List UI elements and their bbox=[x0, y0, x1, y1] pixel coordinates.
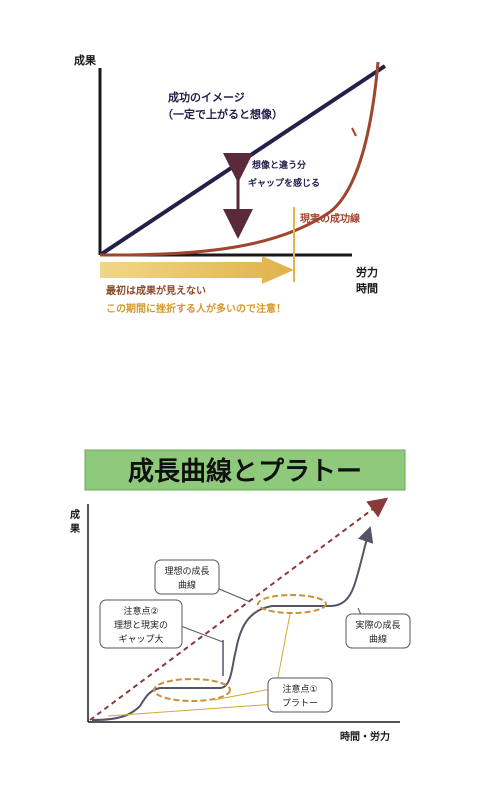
diagram-2: 成長曲線とプラトー 成 果 時間・労力 理想の成長 曲線 注意点② 理想と現実の… bbox=[69, 449, 411, 743]
d2-actual-curve bbox=[91, 526, 374, 721]
d2-caution1-pointer-b bbox=[275, 613, 291, 689]
d2-caution1-1: 注意点① bbox=[282, 683, 317, 695]
d2-ideal-callout-1: 理想の成長 bbox=[164, 565, 209, 577]
d1-x-axis-label-1: 労力 bbox=[356, 265, 378, 279]
d2-title: 成長曲線とプラトー bbox=[128, 456, 362, 487]
d2-actual-callout-2: 曲線 bbox=[369, 633, 387, 645]
d2-plateau-ellipse-2 bbox=[257, 594, 327, 614]
d2-ideal-callout-box bbox=[154, 559, 220, 595]
d2-caution1-pointer-a bbox=[213, 687, 277, 701]
d2-caution2-1: 注意点② bbox=[123, 605, 158, 617]
d2-caution1-pointer-c bbox=[107, 703, 277, 717]
d2-plateau-ellipse-1 bbox=[153, 678, 231, 702]
d1-x-axis-label-2: 時間 bbox=[356, 281, 378, 295]
d2-x-axis-label: 時間・労力 bbox=[340, 730, 390, 743]
d2-title-banner bbox=[84, 449, 406, 491]
d1-y-axis-label: 成果 bbox=[74, 53, 96, 67]
diagram-1: 成果 労力 時間 成功のイメージ （一定で上がると想像） 想像と違う分 ギャップ… bbox=[74, 53, 387, 315]
d1-note-1: 最初は成果が見えない bbox=[106, 284, 206, 297]
d2-caution1-2: プラトー bbox=[282, 698, 318, 709]
d2-actual-callout-box bbox=[345, 613, 411, 649]
d1-early-period-arrow bbox=[100, 256, 294, 284]
d1-reality-label: 現実の成功線 bbox=[300, 212, 360, 225]
d2-caution1-box bbox=[267, 677, 333, 713]
d1-gap-label-2: ギャップを感じる bbox=[248, 177, 320, 189]
d1-note-2: この期間に挫折する人が多いので注意！ bbox=[106, 302, 286, 315]
d1-reality-tick bbox=[351, 127, 357, 137]
d2-y-axis-label-1: 成 bbox=[70, 508, 80, 521]
d2-caution2-pointer bbox=[177, 624, 224, 643]
d1-ideal-label-1: 成功のイメージ bbox=[168, 90, 245, 104]
d2-y-axis-label-2: 果 bbox=[69, 523, 81, 535]
d2-caution2-box bbox=[99, 599, 183, 649]
d2-caution2-2: 理想と現実の bbox=[114, 619, 168, 631]
d1-reality-curve bbox=[99, 61, 380, 257]
d1-ideal-label-2: （一定で上がると想像） bbox=[162, 107, 283, 121]
d2-caution2-3: ギャップ大 bbox=[118, 633, 163, 645]
d2-ideal-callout-2: 曲線 bbox=[178, 579, 196, 591]
d2-ideal-dashed-line bbox=[89, 497, 389, 721]
d1-gap-label-1: 想像と違う分 bbox=[251, 159, 306, 171]
d2-actual-callout-1: 実際の成長 bbox=[355, 619, 400, 631]
